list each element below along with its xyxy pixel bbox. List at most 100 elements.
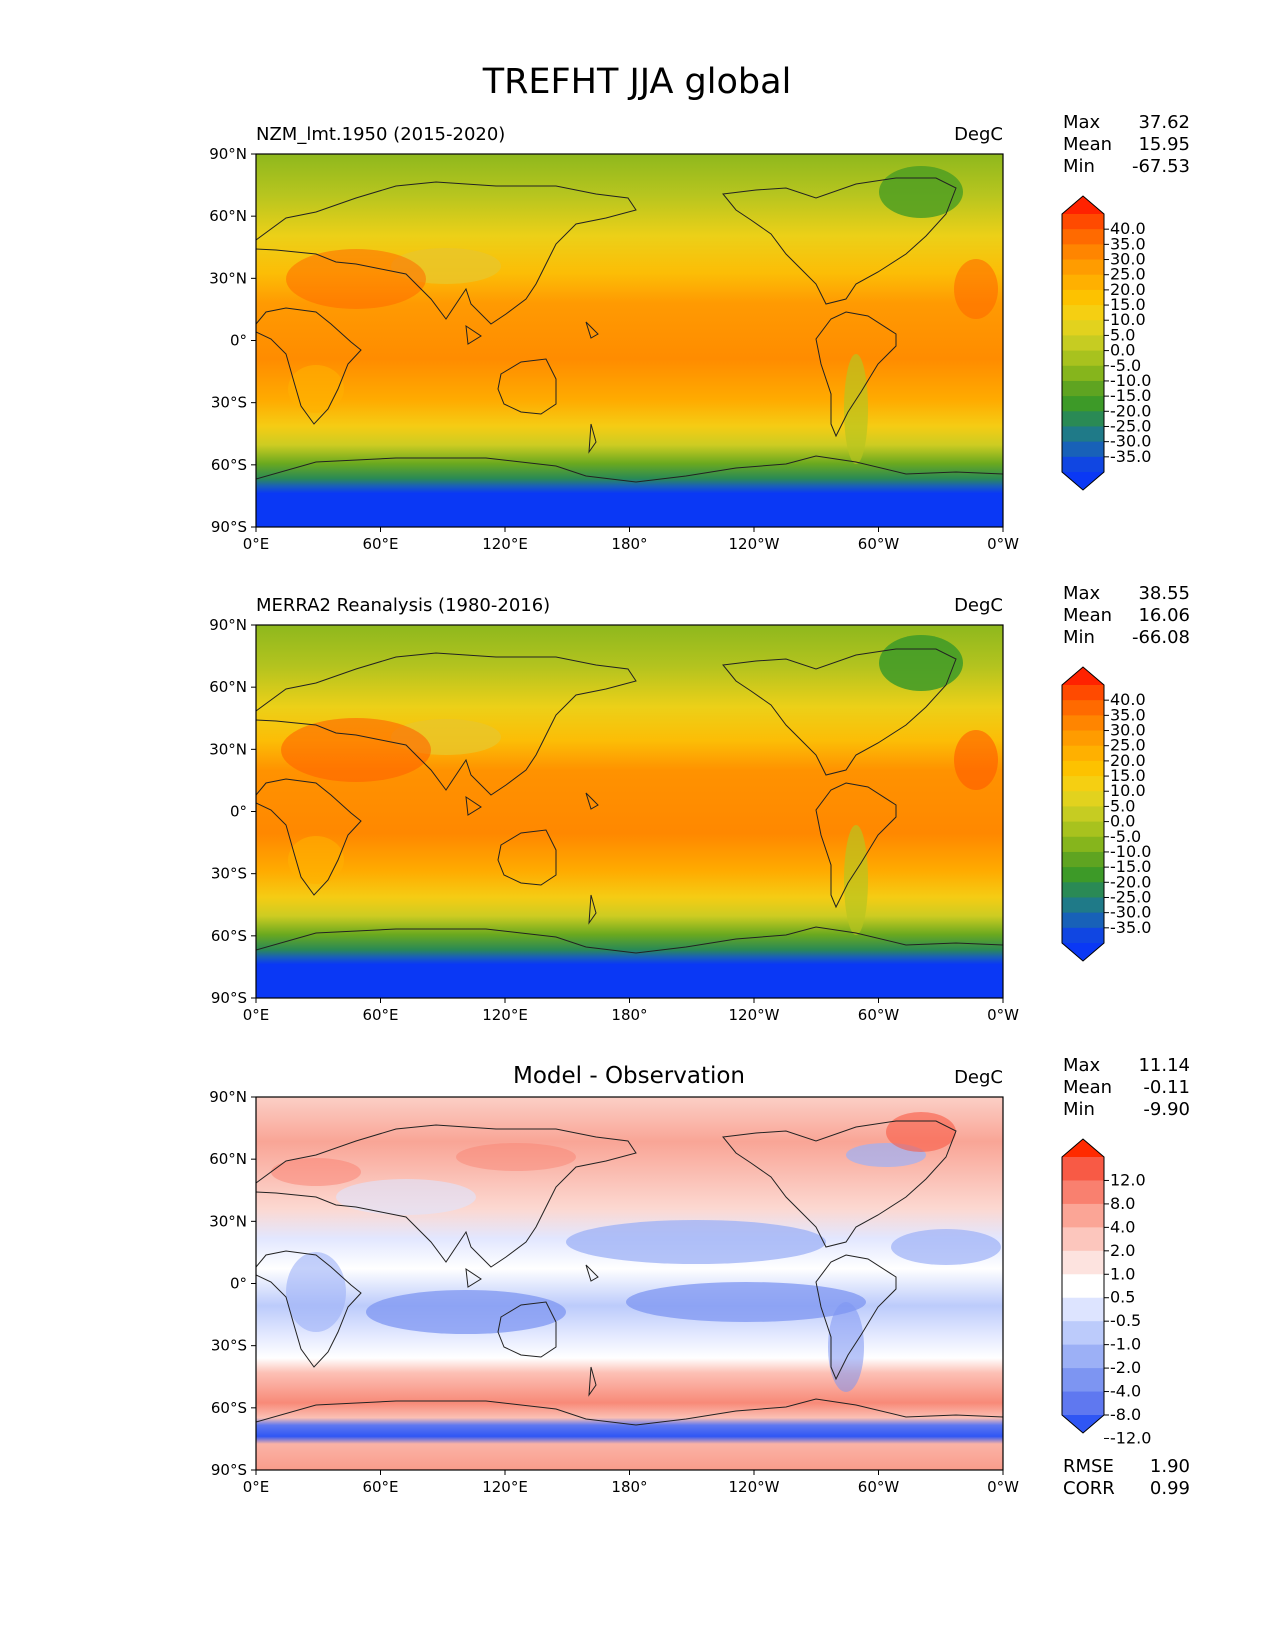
colorbar-swatch <box>1062 274 1104 291</box>
colorbar-swatch <box>1062 821 1104 838</box>
colorbar-swatch <box>1062 1297 1104 1322</box>
colorbar-extend-min <box>1062 472 1104 490</box>
colorbar-swatch <box>1062 305 1104 321</box>
colorbar-outline <box>1061 195 1105 491</box>
stat-label: Max <box>1063 112 1101 133</box>
stat-label: Mean <box>1063 134 1112 155</box>
y-tick-label: 30°N <box>209 740 247 758</box>
y-tick-label: 60°S <box>211 456 247 474</box>
colorbar-swatch <box>1062 927 1104 944</box>
colorbar-swatch <box>1062 365 1104 382</box>
stat-label: Mean <box>1063 1077 1112 1098</box>
colorbar-label: 35.0 <box>1110 234 1146 253</box>
stat-value: -9.90 <box>1143 1099 1190 1120</box>
colorbar-label: -2.0 <box>1110 1358 1141 1377</box>
x-tick-label: 180° <box>611 535 647 553</box>
x-tick-label: 120°W <box>729 535 780 553</box>
colorbar-label: -1.0 <box>1110 1335 1141 1354</box>
y-tick-label: 90°S <box>211 1461 247 1479</box>
y-axis: 90°N 60°N 30°N 0° 30°S 60°S 90°S <box>209 1088 256 1479</box>
y-tick-label: 60°N <box>209 1150 247 1168</box>
colorbar-label: 35.0 <box>1110 705 1146 724</box>
x-tick-label: 120°E <box>482 1006 528 1024</box>
colorbar-swatch <box>1062 867 1104 883</box>
field-features <box>286 166 998 464</box>
colorbar-swatch <box>1062 882 1104 899</box>
colorbar-extend-max <box>1062 667 1104 685</box>
colorbar-label: -8.0 <box>1110 1405 1141 1424</box>
colorbar-swatch <box>1062 730 1104 747</box>
panel-title: NZM_lmt.1950 (2015-2020) <box>256 124 505 145</box>
colorbar-label: 0.0 <box>1110 812 1135 831</box>
map-plot <box>256 625 1003 998</box>
colorbar-label: 30.0 <box>1110 721 1146 740</box>
x-tick-label: 120°E <box>482 1478 528 1496</box>
colorbar-swatch <box>1062 791 1104 808</box>
colorbar: 40.035.030.025.020.015.010.05.00.0-5.0-1… <box>1061 666 1151 962</box>
x-tick-label: 180° <box>611 1006 647 1024</box>
y-tick-label: 30°N <box>209 1212 247 1230</box>
x-tick-label: 0°W <box>987 1006 1019 1024</box>
colorbar-label: -35.0 <box>1110 918 1151 937</box>
x-tick-label: 0°W <box>987 1478 1019 1496</box>
colorbar: 40.035.030.025.020.015.010.05.00.0-5.0-1… <box>1061 195 1151 491</box>
x-tick-label: 180° <box>611 1478 647 1496</box>
y-tick-label: 0° <box>230 1275 247 1293</box>
summary-block: RMSE 1.90 CORR 0.99 <box>1063 1456 1190 1499</box>
colorbar-swatch <box>1062 1227 1104 1252</box>
x-tick-label: 60°W <box>858 1478 900 1496</box>
y-tick-label: 30°S <box>211 394 247 412</box>
temperature-field <box>256 625 1003 998</box>
colorbar-label: -15.0 <box>1110 857 1151 876</box>
y-tick-label: 90°N <box>209 616 247 634</box>
x-tick-label: 60°W <box>858 1006 900 1024</box>
figure-title: TREFHT JJA global <box>482 62 792 102</box>
colorbar-label: 25.0 <box>1110 265 1146 284</box>
colorbar-label: 15.0 <box>1110 295 1146 314</box>
colorbar-label: -4.0 <box>1110 1382 1141 1401</box>
map-plot <box>256 1097 1003 1470</box>
colorbar-swatch <box>1062 760 1104 777</box>
colorbar-swatch <box>1062 1274 1104 1299</box>
colorbar-label: -35.0 <box>1110 447 1151 466</box>
colorbar-label: 0.5 <box>1110 1288 1135 1307</box>
colorbar-swatch <box>1062 1391 1104 1416</box>
stat-value: 11.14 <box>1138 1055 1190 1076</box>
colorbar-label: 8.0 <box>1110 1194 1135 1213</box>
colorbar-swatch <box>1062 700 1104 716</box>
x-tick-label: 60°E <box>362 1478 398 1496</box>
coastlines <box>256 648 1003 954</box>
colorbar-label: 1.0 <box>1110 1264 1135 1283</box>
x-tick-label: 0°E <box>243 535 270 553</box>
x-tick-label: 120°E <box>482 535 528 553</box>
stat-label: Min <box>1063 627 1095 648</box>
stats-block: Max 11.14 Mean -0.11 Min -9.90 <box>1063 1055 1190 1120</box>
colorbar-swatch <box>1062 229 1104 245</box>
colorbar-swatch <box>1062 289 1104 306</box>
y-tick-label: 90°N <box>209 1088 247 1106</box>
colorbar-swatch <box>1062 685 1104 701</box>
colorbar-label: -20.0 <box>1110 401 1151 420</box>
colorbar-swatch <box>1062 456 1104 473</box>
colorbar-swatch <box>1062 441 1104 458</box>
coastlines <box>256 177 1003 483</box>
y-tick-label: 90°N <box>209 145 247 163</box>
colorbar-label: -30.0 <box>1110 432 1151 451</box>
colorbar-swatch <box>1062 897 1104 914</box>
y-tick-label: 0° <box>230 803 247 821</box>
y-tick-label: 30°N <box>209 269 247 287</box>
x-axis: 0°E 60°E 120°E 180° 120°W 60°W 0°W <box>243 998 1019 1024</box>
colorbar-swatch <box>1062 320 1104 337</box>
colorbar-label: -0.5 <box>1110 1311 1141 1330</box>
y-axis: 90°N 60°N 30°N 0° 30°S 60°S 90°S <box>209 616 256 1007</box>
stat-value: -0.11 <box>1143 1077 1190 1098</box>
stat-label: Max <box>1063 583 1101 604</box>
summary-value: 1.90 <box>1150 1456 1190 1477</box>
y-tick-label: 60°N <box>209 207 247 225</box>
colorbar-swatch <box>1062 244 1104 261</box>
y-axis: 90°N 60°N 30°N 0° 30°S 60°S 90°S <box>209 145 256 536</box>
summary-label: RMSE <box>1063 1456 1114 1477</box>
colorbar-swatch <box>1062 1344 1104 1369</box>
colorbar-label: 0.0 <box>1110 341 1135 360</box>
colorbar-label: -10.0 <box>1110 842 1151 861</box>
